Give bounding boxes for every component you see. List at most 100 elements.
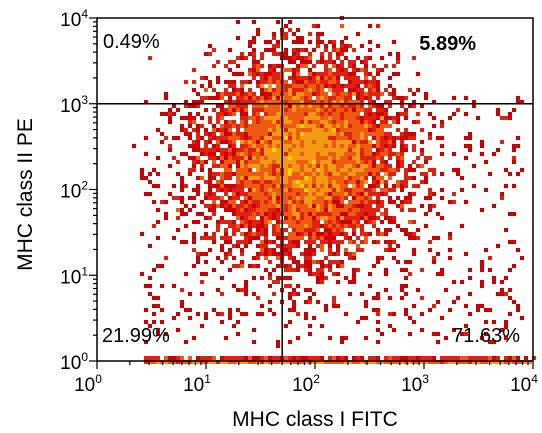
density-point: [380, 180, 384, 184]
density-point: [200, 152, 204, 156]
density-point: [292, 220, 296, 224]
density-point: [264, 240, 268, 244]
density-point: [252, 224, 256, 228]
density-point: [356, 320, 360, 324]
density-point: [396, 184, 400, 188]
density-point: [204, 356, 208, 360]
density-point: [248, 152, 252, 156]
density-point: [384, 212, 388, 216]
density-point: [260, 116, 264, 120]
density-point: [496, 292, 500, 296]
density-point: [264, 252, 268, 256]
density-point: [384, 184, 388, 188]
density-point: [240, 96, 244, 100]
density-point: [208, 176, 212, 180]
density-point: [360, 88, 364, 92]
density-point: [300, 220, 304, 224]
density-point: [296, 28, 300, 32]
density-point: [224, 184, 228, 188]
density-point: [352, 184, 356, 188]
density-point: [476, 360, 480, 364]
density-point: [328, 244, 332, 248]
density-point: [344, 140, 348, 144]
density-point: [412, 184, 416, 188]
density-point: [324, 64, 328, 68]
density-point: [248, 220, 252, 224]
density-point: [372, 356, 376, 360]
density-point: [156, 236, 160, 240]
density-point: [184, 128, 188, 132]
density-point: [304, 96, 308, 100]
density-point: [284, 268, 288, 272]
density-point: [324, 236, 328, 240]
density-point: [300, 48, 304, 52]
density-point: [352, 116, 356, 120]
density-point: [264, 140, 268, 144]
density-point: [444, 336, 448, 340]
density-point: [208, 216, 212, 220]
density-point: [268, 40, 272, 44]
density-point: [200, 100, 204, 104]
density-point: [232, 88, 236, 92]
density-point: [272, 64, 276, 68]
density-point: [336, 96, 340, 100]
density-point: [272, 268, 276, 272]
density-point: [296, 292, 300, 296]
density-point: [196, 260, 200, 264]
density-point: [372, 188, 376, 192]
density-point: [300, 264, 304, 268]
density-point: [324, 176, 328, 180]
density-point: [156, 184, 160, 188]
density-point: [404, 292, 408, 296]
density-point: [492, 360, 496, 364]
density-point: [268, 124, 272, 128]
density-point: [340, 220, 344, 224]
density-point: [412, 236, 416, 240]
density-point: [184, 152, 188, 156]
density-point: [256, 116, 260, 120]
density-point: [292, 88, 296, 92]
density-point: [360, 44, 364, 48]
density-point: [168, 116, 172, 120]
density-point: [180, 152, 184, 156]
density-point: [188, 112, 192, 116]
density-point: [256, 160, 260, 164]
density-point: [192, 156, 196, 160]
density-point: [212, 232, 216, 236]
density-point: [332, 204, 336, 208]
density-point: [236, 172, 240, 176]
density-point: [192, 204, 196, 208]
density-point: [332, 112, 336, 116]
density-point: [320, 40, 324, 44]
density-point: [284, 248, 288, 252]
density-point: [296, 140, 300, 144]
density-point: [228, 224, 232, 228]
density-point: [364, 360, 368, 364]
density-point: [388, 312, 392, 316]
density-point: [360, 156, 364, 160]
density-point: [264, 232, 268, 236]
density-point: [276, 160, 280, 164]
density-point: [184, 340, 188, 344]
density-point: [216, 156, 220, 160]
density-point: [336, 124, 340, 128]
density-point: [408, 132, 412, 136]
density-point: [336, 92, 340, 96]
density-point: [300, 100, 304, 104]
density-point: [284, 200, 288, 204]
density-point: [412, 192, 416, 196]
density-point: [340, 156, 344, 160]
density-point: [308, 252, 312, 256]
density-point: [372, 180, 376, 184]
density-point: [264, 176, 268, 180]
density-point: [384, 180, 388, 184]
density-point: [372, 120, 376, 124]
density-point: [432, 356, 436, 360]
density-point: [468, 268, 472, 272]
density-point: [412, 144, 416, 148]
density-point: [360, 172, 364, 176]
density-point: [312, 48, 316, 52]
density-point: [468, 136, 472, 140]
density-point: [308, 164, 312, 168]
density-point: [332, 208, 336, 212]
